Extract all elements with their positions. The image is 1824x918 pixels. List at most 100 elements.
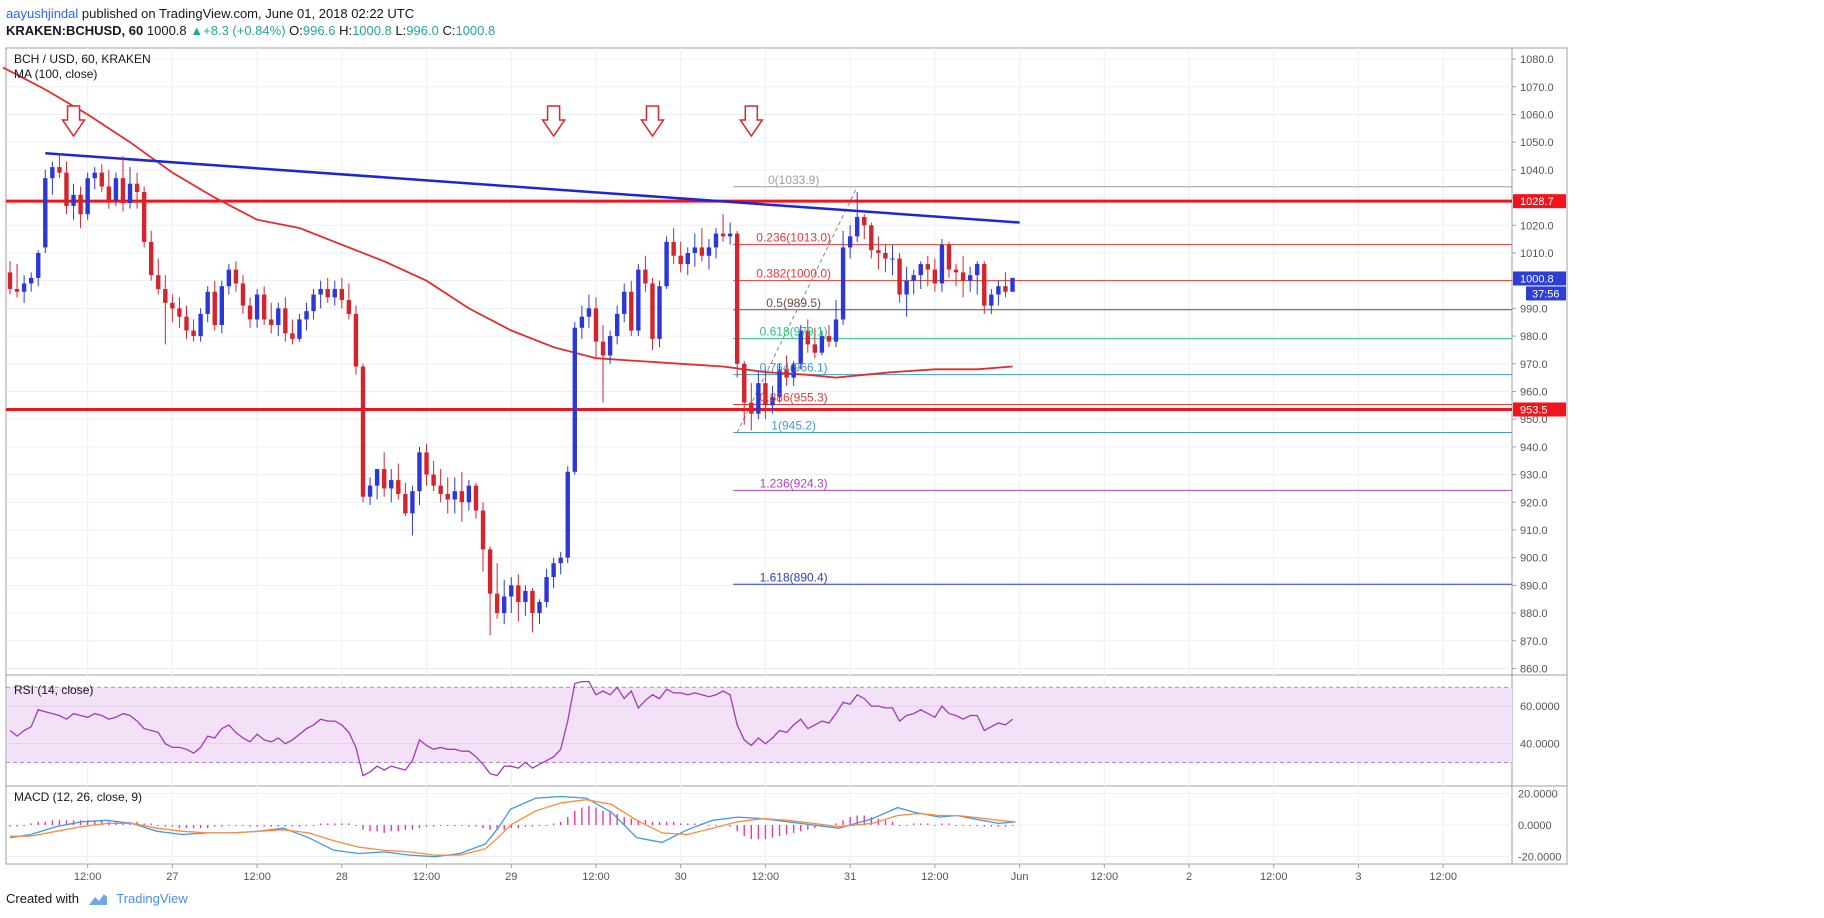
candle-body (960, 272, 966, 281)
x-tick-label: 12:00 (413, 871, 441, 883)
candle-body (904, 280, 909, 295)
candle-body (643, 269, 648, 284)
candle-body (756, 383, 761, 414)
candle-body (1010, 277, 1015, 292)
candle-body (742, 363, 747, 403)
x-tick-label: 29 (505, 871, 517, 883)
candle-body (657, 286, 662, 339)
candle-body (925, 264, 930, 270)
candle-body (763, 383, 768, 406)
candle-body (713, 233, 719, 248)
x-tick-label: 12:00 (752, 871, 780, 883)
fib-level-label: 0.236(1013.0) (756, 231, 831, 245)
high-value: 1000.8 (352, 23, 392, 38)
price-change: +8.3 (+0.84%) (203, 23, 286, 38)
x-tick-label: 27 (166, 871, 178, 883)
x-tick-label: 12:00 (1091, 871, 1119, 883)
y-tick-label: 920.0 (1520, 497, 1548, 509)
y-tick-label: 870.0 (1520, 636, 1548, 648)
candle-body (558, 557, 563, 564)
low-label: L: (395, 23, 407, 38)
candle-body (346, 300, 352, 314)
candle-body (671, 241, 676, 256)
y-tick-label: 860.0 (1520, 663, 1548, 675)
candle-body (720, 233, 726, 237)
rsi-tick-label: 40.0000 (1520, 739, 1560, 751)
candle-body (727, 233, 733, 237)
fib-level-label: 0.886(955.3) (760, 390, 828, 404)
y-tick-label: 900.0 (1520, 553, 1548, 565)
candle-body (106, 186, 112, 201)
tradingview-brand-link[interactable]: TradingView (116, 891, 188, 906)
y-tick-label: 930.0 (1520, 470, 1548, 482)
y-tick-label: 950.0 (1520, 414, 1548, 426)
candle-body (134, 183, 140, 193)
candle-body (389, 480, 394, 489)
candle-body (205, 291, 210, 314)
candle-body (85, 178, 90, 215)
candle-body (353, 313, 359, 367)
x-tick-label: 28 (336, 871, 348, 883)
resistance-arrow-icon (640, 105, 665, 138)
candle-body (565, 471, 570, 558)
x-tick-label: Jun (1011, 871, 1029, 883)
candle-body (170, 302, 175, 309)
candle-body (869, 225, 874, 251)
candle-body (819, 336, 825, 353)
candle-body (749, 402, 754, 414)
created-with-text: Created with (6, 891, 79, 906)
candle-body (530, 590, 535, 614)
y-tick-label: 1080.0 (1520, 54, 1554, 66)
candle-body (572, 327, 577, 472)
fib-level-label: 0.618(979.1) (760, 325, 828, 339)
macd-signal-line (10, 799, 1016, 856)
chart-title: BCH / USD, 60, KRAKEN (14, 52, 151, 66)
candle-body (784, 369, 789, 378)
candle-body (798, 330, 803, 364)
candle-body (586, 308, 592, 317)
candle-body (982, 264, 987, 306)
candle-body (219, 286, 224, 325)
x-tick-label: 12:00 (1429, 871, 1457, 883)
candle-body (99, 172, 104, 187)
candle-body (21, 283, 27, 292)
candle-body (473, 485, 479, 511)
candle-body (692, 247, 698, 253)
change-up-icon: ▲ (190, 23, 204, 38)
y-tick-label: 1060.0 (1520, 109, 1554, 121)
candle-body (466, 485, 472, 503)
author-link[interactable]: aayushjindal (6, 6, 79, 21)
candle-body (932, 269, 938, 284)
candle-body (664, 241, 669, 287)
macd-legend: MACD (12, 26, close, 9) (14, 790, 142, 804)
candle-body (269, 319, 274, 325)
price-tag-label: 1028.7 (1520, 196, 1554, 208)
candle-body (318, 288, 323, 295)
rsi-tick-label: 60.0000 (1520, 701, 1560, 713)
candle-body (438, 485, 443, 494)
candle-body (989, 294, 994, 306)
candle-body (163, 288, 168, 303)
chart-canvas[interactable]: 1080.01070.01060.01050.01040.01030.01020… (0, 44, 1824, 888)
fib-level-label: 1(945.2) (771, 418, 816, 432)
candle-body (939, 244, 945, 284)
candle-body (14, 288, 20, 292)
x-tick-label: 30 (675, 871, 687, 883)
candle-body (374, 469, 380, 486)
candle-body (431, 474, 436, 486)
candle-body (57, 167, 62, 173)
rsi-line (9, 680, 1013, 777)
candle-body (614, 313, 620, 337)
fib-level-label: 1.236(924.3) (760, 476, 828, 490)
candle-body (233, 269, 239, 284)
close-label: C: (442, 23, 456, 38)
macd-tick-label: 0.0000 (1518, 820, 1552, 832)
candle-body (50, 167, 55, 179)
fib-level-label: 0.5(989.5) (766, 296, 821, 310)
ma-line (2, 66, 1013, 379)
candle-body (840, 247, 846, 320)
candle-body (381, 469, 387, 489)
candle-body (64, 172, 69, 206)
candle-body (685, 252, 690, 265)
candle-body (445, 493, 450, 500)
